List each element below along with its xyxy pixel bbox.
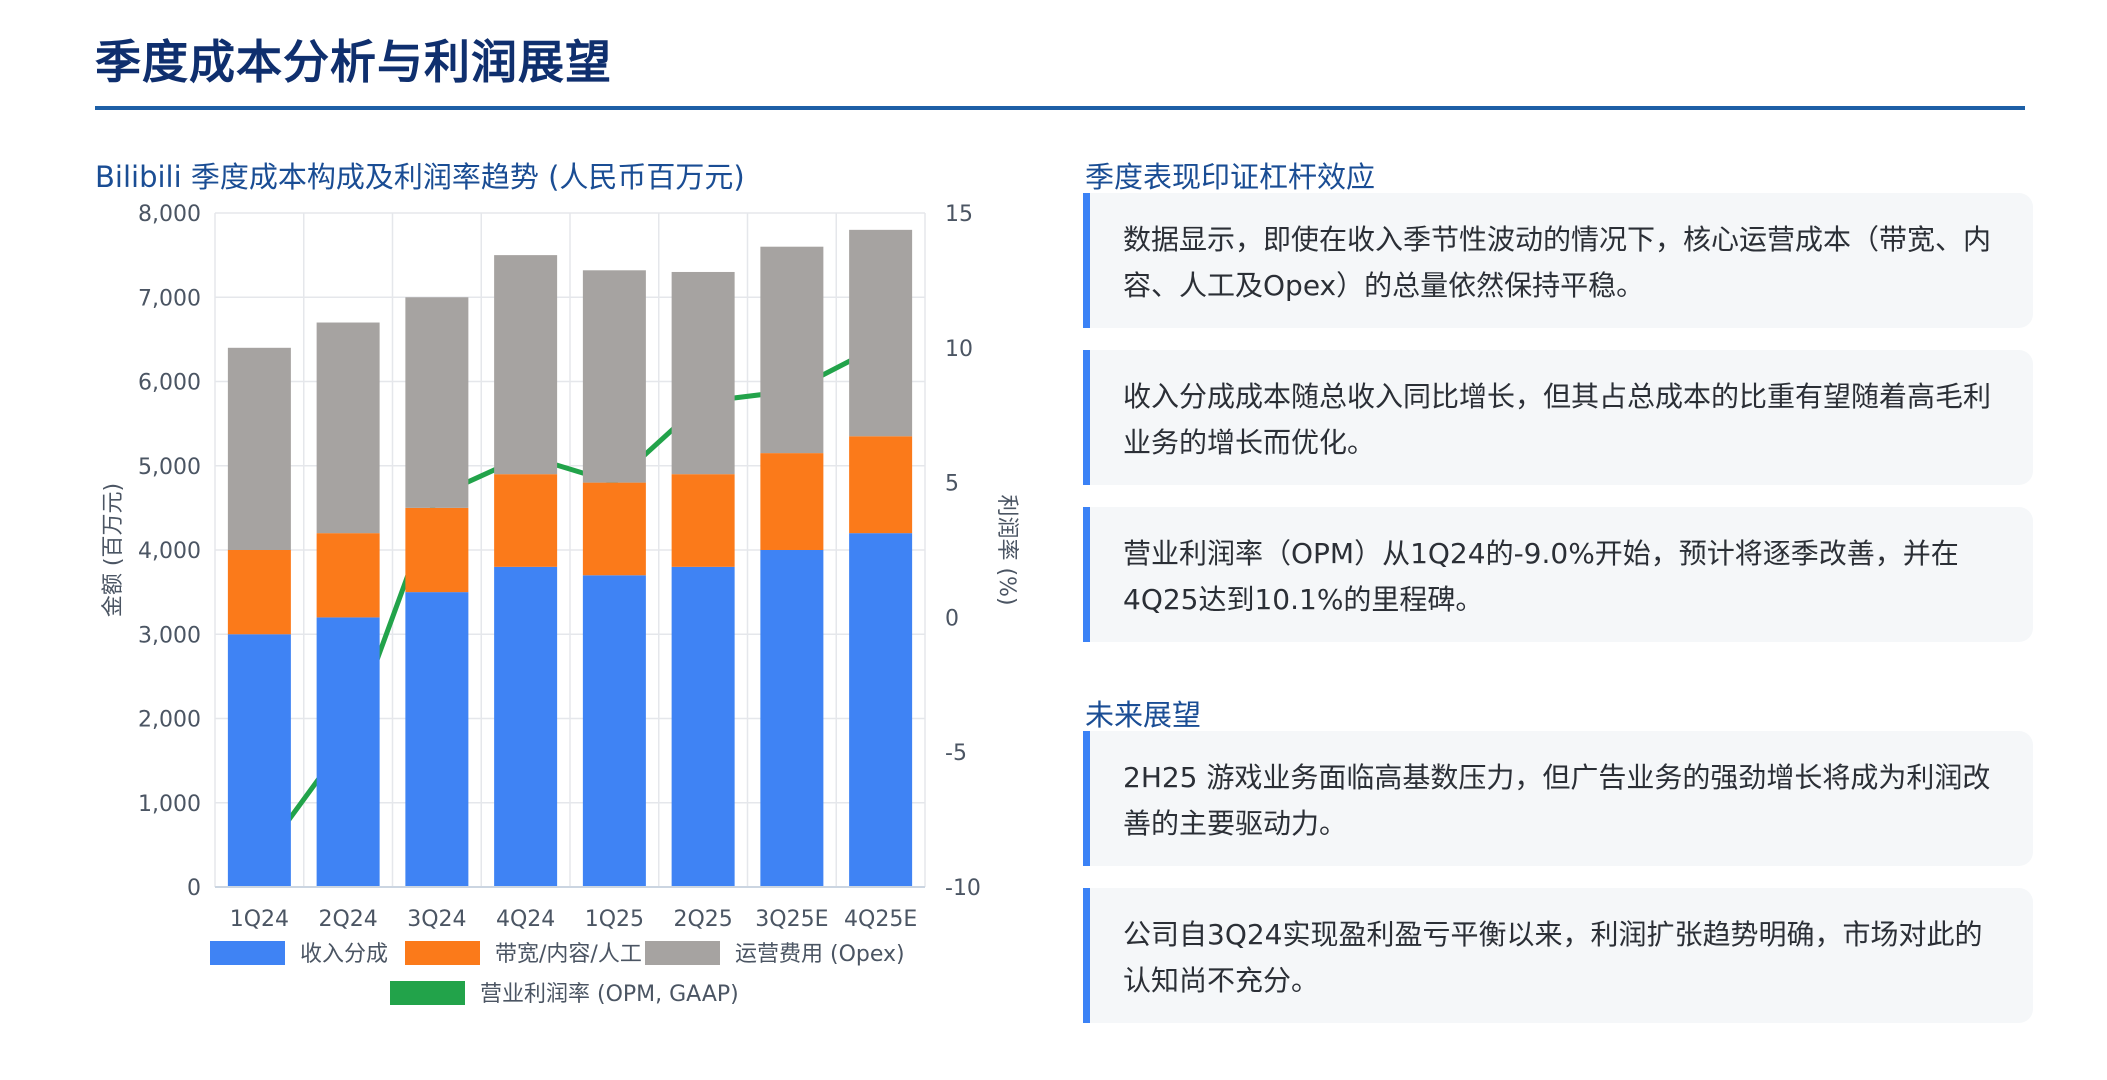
x-tick-label: 3Q24	[407, 907, 466, 932]
x-tick-label: 2Q25	[673, 907, 732, 932]
y2-tick-label: 15	[945, 202, 973, 227]
bar-opex	[494, 255, 558, 475]
bar-opex	[849, 229, 913, 437]
bar-revenue-share	[760, 550, 824, 887]
bar-bandwidth-content-labor	[316, 533, 380, 618]
bar-bandwidth-content-labor	[671, 474, 735, 567]
insight-card-3: 营业利润率（OPM）从1Q24的-9.0%开始，预计将逐季改善，并在4Q25达到…	[1083, 507, 2033, 642]
insight-card-1: 数据显示，即使在收入季节性波动的情况下，核心运营成本（带宽、内容、人工及Opex…	[1083, 193, 2033, 328]
bar-bandwidth-content-labor	[849, 436, 913, 534]
insight-text-2: 收入分成成本随总收入同比增长，但其占总成本的比重有望随着高毛利业务的增长而优化。	[1123, 380, 1992, 459]
legend-revenue-share-swatch	[210, 941, 285, 965]
outlook-text-1: 2H25 游戏业务面临高基数压力，但广告业务的强劲增长将成为利润改善的主要驱动力…	[1123, 761, 1991, 840]
chart-title: Bilibili 季度成本构成及利润率趋势 (人民币百万元)	[95, 160, 745, 194]
bar-opex	[316, 322, 380, 534]
y-tick-label: 1,000	[138, 792, 201, 817]
x-tick-label: 4Q24	[496, 907, 555, 932]
bar-revenue-share	[316, 617, 380, 887]
bar-bandwidth-content-labor	[405, 507, 469, 593]
x-tick-label: 1Q24	[230, 907, 289, 932]
legend-bandwidth-content-labor-swatch	[405, 941, 480, 965]
y-tick-label: 8,000	[138, 202, 201, 227]
x-tick-label: 3Q25E	[755, 907, 828, 932]
bar-opex	[405, 297, 469, 508]
y2-tick-label: 0	[945, 606, 959, 631]
y-tick-label: 5,000	[138, 455, 201, 480]
bar-revenue-share	[227, 634, 291, 887]
cost-margin-chart: 0 1,000 2,000 3,000 4,000 5,000 6,000 7,000 8,00…	[101, 202, 1019, 1007]
y2-tick-label: 10	[945, 337, 973, 362]
y-tick-label: 0	[187, 876, 201, 901]
insight-text-3: 营业利润率（OPM）从1Q24的-9.0%开始，预计将逐季改善，并在4Q25达到…	[1123, 537, 1959, 616]
bar-opex	[582, 270, 646, 483]
y2-tick-label: -10	[945, 876, 981, 901]
legend-opex-label: 运营费用 (Opex)	[735, 942, 905, 967]
bar-bandwidth-content-labor	[582, 482, 646, 576]
x-tick-label: 1Q25	[585, 907, 644, 932]
bar-opex	[760, 246, 824, 454]
y-tick-label: 3,000	[138, 623, 201, 648]
bar-opex	[671, 271, 735, 475]
y-tick-label: 4,000	[138, 539, 201, 564]
legend-revenue-share-label: 收入分成	[300, 942, 388, 967]
bar-bandwidth-content-labor	[227, 550, 291, 635]
bar-revenue-share	[494, 566, 558, 887]
y-tick-label: 7,000	[138, 286, 201, 311]
insight-card-2: 收入分成成本随总收入同比增长，但其占总成本的比重有望随着高毛利业务的增长而优化。	[1083, 350, 2033, 485]
outlook-card-1: 2H25 游戏业务面临高基数压力，但广告业务的强劲增长将成为利润改善的主要驱动力…	[1083, 731, 2033, 866]
bar-revenue-share	[582, 575, 646, 887]
y2-axis-title: 利润率 (%)	[994, 494, 1019, 605]
y-axis-title: 金额 (百万元)	[101, 483, 126, 617]
x-tick-label: 4Q25E	[844, 907, 917, 932]
section-title-performance: 季度表现印证杠杆效应	[1085, 160, 1376, 194]
bar-revenue-share	[671, 566, 735, 887]
bar-revenue-share	[405, 592, 469, 887]
outlook-text-2: 公司自3Q24实现盈利盈亏平衡以来，利润扩张趋势明确，市场对此的认知尚不充分。	[1123, 918, 1983, 997]
y2-tick-label: -5	[945, 741, 967, 766]
legend-opm-swatch	[390, 981, 465, 1005]
legend-bandwidth-content-labor-label: 带宽/内容/人工	[495, 942, 642, 967]
page-title: 季度成本分析与利润展望	[95, 35, 612, 89]
section-title-outlook: 未来展望	[1085, 698, 1202, 732]
title-divider	[95, 106, 2025, 110]
insight-text-1: 数据显示，即使在收入季节性波动的情况下，核心运营成本（带宽、内容、人工及Opex…	[1123, 223, 1992, 302]
bar-bandwidth-content-labor	[494, 474, 558, 567]
x-tick-label: 2Q24	[318, 907, 377, 932]
y-tick-label: 6,000	[138, 371, 201, 396]
bar-revenue-share	[849, 533, 913, 887]
y-tick-label: 2,000	[138, 708, 201, 733]
bar-bandwidth-content-labor	[760, 453, 824, 550]
bar-opex	[227, 347, 291, 550]
outlook-card-2: 公司自3Q24实现盈利盈亏平衡以来，利润扩张趋势明确，市场对此的认知尚不充分。	[1083, 888, 2033, 1023]
legend-opm-label: 营业利润率 (OPM, GAAP)	[480, 982, 739, 1007]
legend-opex-swatch	[645, 941, 720, 965]
y2-tick-label: 5	[945, 472, 959, 497]
